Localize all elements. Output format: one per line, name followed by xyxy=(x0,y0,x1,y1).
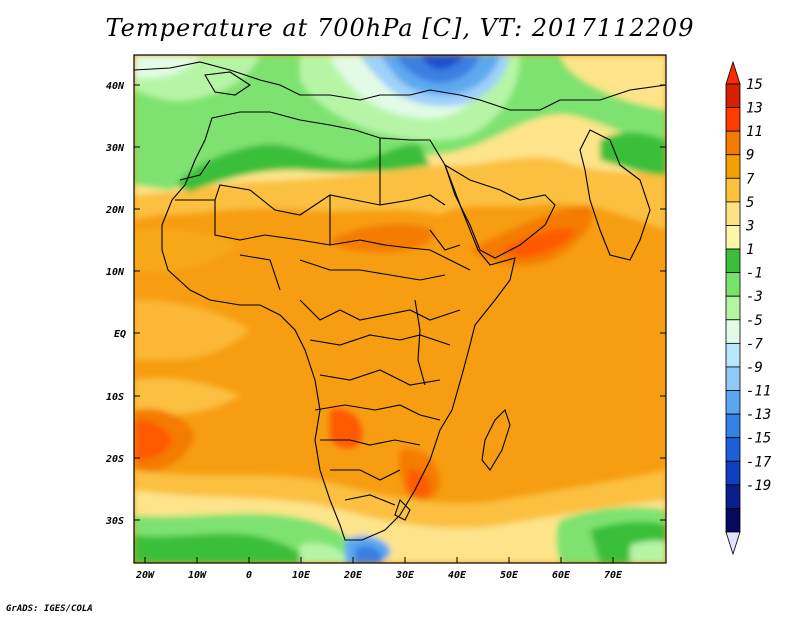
y-tick-label: 20N xyxy=(105,205,125,216)
colorbar-swatch xyxy=(725,342,741,368)
x-tick-label: 30E xyxy=(395,570,415,581)
x-tick-label: 70E xyxy=(604,570,623,581)
y-tick-label: 40N xyxy=(106,81,125,92)
colorbar-label: 7 xyxy=(746,171,755,187)
colorbar-swatch xyxy=(725,248,741,274)
colorbar-swatch xyxy=(725,319,741,344)
colorbar-swatch xyxy=(725,107,741,132)
x-tick-label: 10E xyxy=(292,570,311,581)
colorbar-swatch xyxy=(725,437,741,462)
y-tick-label: 10N xyxy=(106,267,125,278)
colorbar-swatch xyxy=(725,177,741,203)
colorbar-label: 15 xyxy=(746,77,763,93)
y-tick-label: EQ xyxy=(114,329,126,340)
credit-text: GrADS: IGES/COLA xyxy=(6,604,93,614)
x-tick-label: 20E xyxy=(343,570,363,581)
colorbar-swatch xyxy=(725,508,741,533)
x-tick-label: 10W xyxy=(188,570,207,581)
colorbar-swatch xyxy=(725,366,741,391)
map-frame xyxy=(133,54,667,564)
colorbar-label: 3 xyxy=(745,218,754,234)
y-tick-label: 10S xyxy=(106,392,124,403)
colorbar-label: -5 xyxy=(746,313,763,329)
colorbar-swatch xyxy=(725,130,741,156)
colorbar-label: -11 xyxy=(746,384,771,400)
colorbar-label: -7 xyxy=(746,336,763,352)
colorbar-swatch xyxy=(725,272,741,297)
colorbar-top-arrow xyxy=(725,60,741,85)
colorbar-swatch xyxy=(725,225,741,250)
colorbar-swatch xyxy=(725,83,741,108)
colorbar: 15 13 11 9 7 5 3 1 -1 -3 -5 -7 -9 -11 -13 -15 -17 -19 xyxy=(725,60,772,556)
colorbar-label: -3 xyxy=(746,289,763,305)
colorbar-label: 11 xyxy=(746,124,763,140)
colorbar-bottom-arrow xyxy=(725,531,741,556)
y-axis: 40N 30N 20N 10N EQ 10S 20S 30S xyxy=(105,81,666,527)
x-axis: 20W 10W 0 10E 20E 30E 40E 50E 60E 70E xyxy=(135,557,623,581)
colorbar-label: 9 xyxy=(746,148,754,164)
x-tick-label: 40E xyxy=(448,570,467,581)
colorbar-label: -1 xyxy=(746,266,763,282)
x-tick-label: 60E xyxy=(552,570,571,581)
y-tick-label: 30S xyxy=(105,516,124,527)
x-tick-label: 20W xyxy=(135,570,155,581)
colorbar-swatch xyxy=(725,154,741,179)
colorbar-swatch xyxy=(725,295,741,321)
colorbar-swatch xyxy=(725,390,741,415)
colorbar-label: -19 xyxy=(746,478,771,494)
colorbar-swatch xyxy=(725,413,741,439)
colorbar-label: -13 xyxy=(746,407,771,423)
x-tick-label: 0 xyxy=(246,570,252,581)
temperature-field xyxy=(134,55,666,563)
colorbar-swatch xyxy=(725,460,741,486)
colorbar-label: 13 xyxy=(746,101,763,117)
y-tick-label: 30N xyxy=(105,143,125,154)
coastlines xyxy=(134,61,666,541)
colorbar-label: -9 xyxy=(746,360,763,376)
y-tick-label: 20S xyxy=(105,454,124,465)
colorbar-swatch xyxy=(725,201,741,226)
colorbar-label: 1 xyxy=(746,242,754,258)
colorbar-label: 5 xyxy=(746,195,754,211)
x-tick-label: 50E xyxy=(500,570,519,581)
colorbar-label: -15 xyxy=(746,431,771,447)
map-title: Temperature at 700hPa [C], VT: 201711220… xyxy=(105,14,695,42)
colorbar-swatch xyxy=(725,484,741,509)
colorbar-label: -17 xyxy=(746,454,772,470)
